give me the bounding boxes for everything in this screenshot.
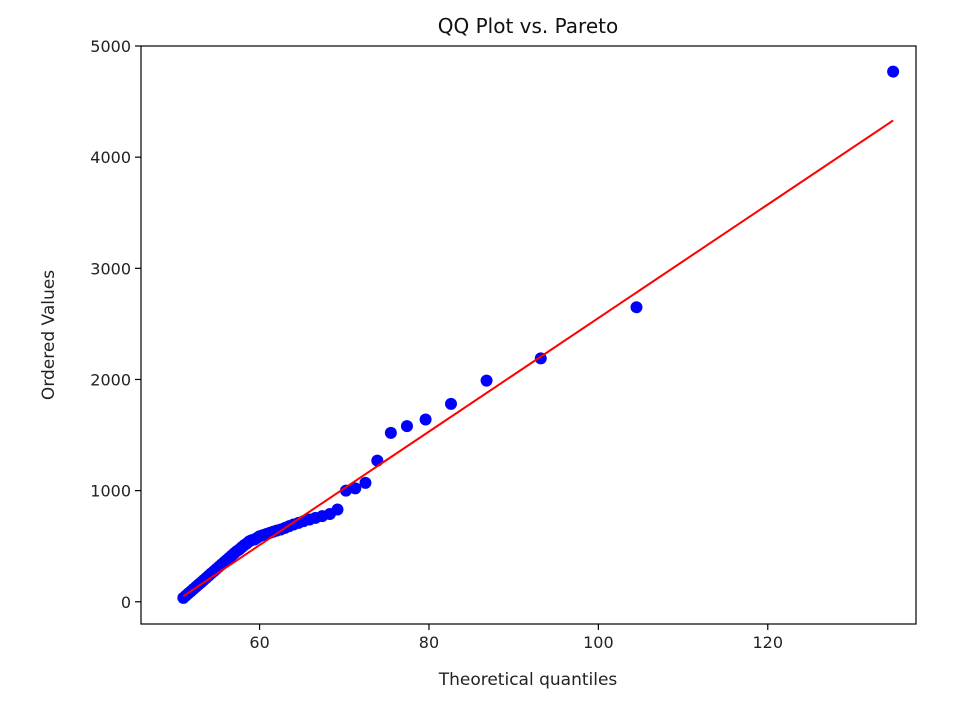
data-point xyxy=(445,397,457,410)
chart-title: QQ Plot vs. Pareto xyxy=(438,14,618,38)
data-point xyxy=(371,454,384,467)
x-axis-ticks: 60 80 100 120 xyxy=(249,624,783,652)
y-tick-label: 3000 xyxy=(90,259,131,278)
y-tick-label: 5000 xyxy=(90,37,131,56)
x-tick-label: 80 xyxy=(419,633,439,652)
y-tick-label: 2000 xyxy=(90,370,131,389)
data-point xyxy=(384,426,397,439)
data-point xyxy=(887,65,900,78)
data-point xyxy=(359,476,372,489)
x-tick-label: 120 xyxy=(753,633,784,652)
data-point xyxy=(419,413,432,426)
y-tick-label: 1000 xyxy=(90,482,131,501)
plot-frame xyxy=(140,45,917,625)
y-tick-label: 0 xyxy=(121,593,131,612)
data-point xyxy=(349,482,362,495)
data-point xyxy=(480,374,493,387)
x-axis-label: Theoretical quantiles xyxy=(438,670,618,690)
fit-line xyxy=(182,119,894,598)
y-axis-ticks: 0 1000 2000 3000 4000 5000 xyxy=(90,37,141,612)
data-point xyxy=(400,420,413,433)
y-axis-label: Ordered Values xyxy=(39,270,59,400)
fit-line-layer xyxy=(182,119,894,598)
data-point xyxy=(331,503,344,516)
data-point xyxy=(630,301,643,314)
y-tick-label: 4000 xyxy=(90,148,131,167)
x-tick-label: 100 xyxy=(583,633,614,652)
data-point xyxy=(339,484,352,497)
x-tick-label: 60 xyxy=(249,633,269,652)
